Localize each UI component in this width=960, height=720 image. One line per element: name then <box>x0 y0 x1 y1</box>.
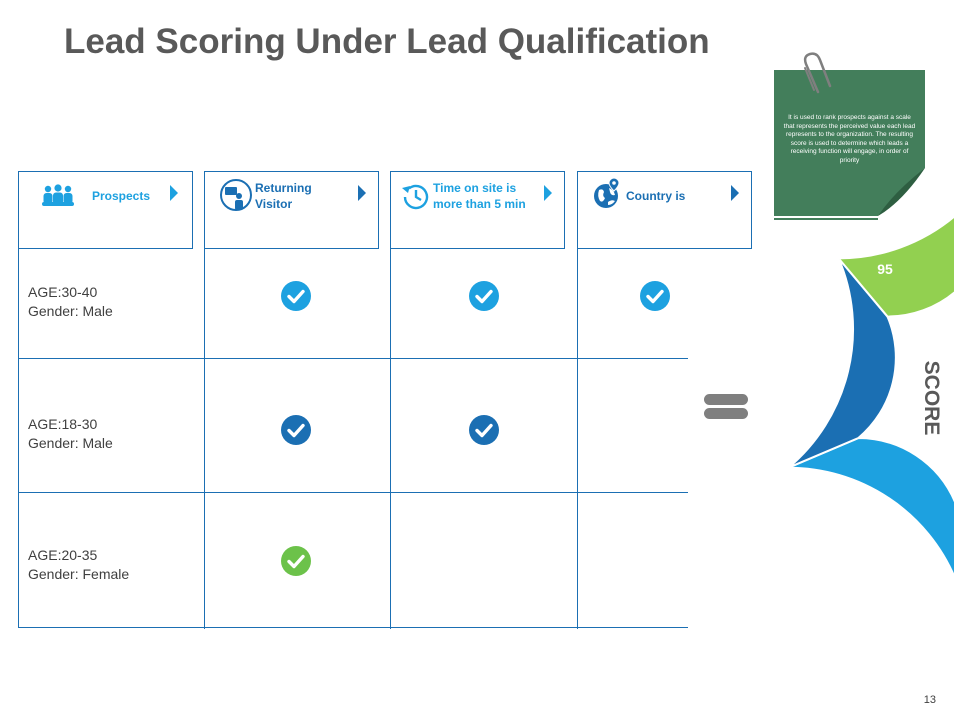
row-gender: Gender: Male <box>28 435 113 451</box>
note-decoration <box>774 52 925 220</box>
checkmark-icon <box>640 281 670 311</box>
page-title: Lead Scoring Under Lead Qualification <box>64 22 710 61</box>
row-label: AGE:30-40 Gender: Male <box>28 283 113 321</box>
row-age: AGE:20-35 <box>28 547 98 563</box>
score-value: 95 <box>877 261 893 277</box>
score-segment-75 <box>787 257 897 469</box>
row-age: AGE:18-30 <box>28 416 98 432</box>
header-label: Returning <box>255 181 312 195</box>
checkmark-icon <box>469 281 499 311</box>
visitor-icon <box>220 179 252 211</box>
header-time-on-site: Time on site is more than 5 min <box>390 171 565 249</box>
score-segment-95 <box>787 437 956 579</box>
header-label-2: Visitor <box>255 197 293 211</box>
row-label: AGE:20-35 Gender: Female <box>28 546 129 584</box>
chevron-right-icon <box>544 185 552 201</box>
score-label: SCORE <box>920 361 943 436</box>
chevron-right-icon <box>358 185 366 201</box>
people-icon <box>42 184 74 206</box>
header-label-2: more than 5 min <box>433 197 526 211</box>
row-gender: Gender: Female <box>28 566 130 582</box>
chevron-right-icon <box>731 185 739 201</box>
chevron-right-icon <box>170 185 178 201</box>
header-label: Time on site is <box>433 181 517 195</box>
checkmark-icon <box>281 281 311 311</box>
header-prospects: Prospects <box>18 171 193 249</box>
header-label: Country is <box>626 189 686 203</box>
note-text: It is used to rank prospects against a s… <box>783 114 916 164</box>
header-returning-visitor: Returning Visitor <box>204 171 379 249</box>
grid-line <box>18 358 688 359</box>
header-label: Prospects <box>92 189 151 203</box>
clock-icon <box>402 184 429 210</box>
grid-line <box>18 627 688 628</box>
checkmark-icon <box>281 546 311 576</box>
grid-line <box>577 249 578 629</box>
row-label: AGE:18-30 Gender: Male <box>28 415 113 453</box>
score-value: 25 <box>869 510 885 526</box>
score-segment-25 <box>836 213 956 318</box>
globe-icon <box>594 177 620 208</box>
grid-line <box>390 249 391 629</box>
row-age: AGE:30-40 <box>28 284 98 300</box>
page-number: 13 <box>923 694 936 706</box>
paperclip-icon <box>803 52 832 94</box>
grid-line <box>18 249 19 628</box>
row-gender: Gender: Male <box>28 303 113 319</box>
grid-line <box>204 249 205 629</box>
checkmark-icon <box>469 415 499 445</box>
header-country: Country is <box>577 171 752 249</box>
score-donut: 95 75 25 SCORE <box>787 213 956 579</box>
equals-icon <box>704 394 748 419</box>
score-value: 75 <box>799 392 815 408</box>
checkmark-icon <box>281 415 311 445</box>
grid-line <box>18 492 688 493</box>
